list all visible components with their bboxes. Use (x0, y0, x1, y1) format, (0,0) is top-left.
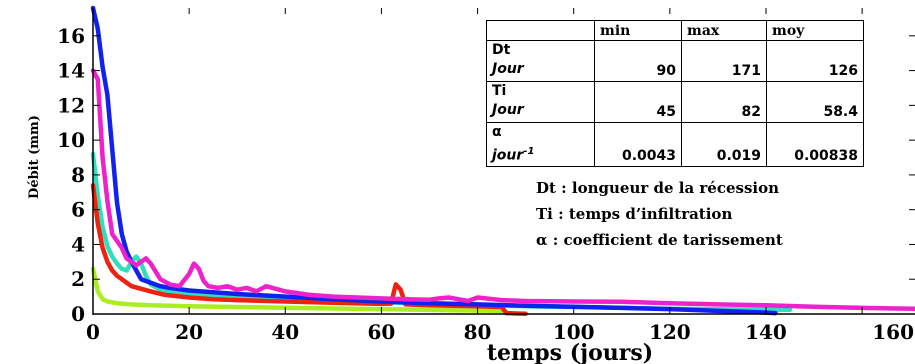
series-line-5 (90, 68, 915, 312)
x-tick-label: 40 (271, 320, 299, 344)
cell-value: 126 (766, 40, 864, 82)
x-tick-label: 60 (367, 320, 395, 344)
row-label: Dt Jour (486, 40, 595, 82)
cell-value: 90 (594, 40, 682, 82)
header-min: min (594, 20, 682, 41)
table-row-alpha: α jour-1 0.0043 0.019 0.00838 (486, 122, 864, 167)
x-tick-label: 20 (175, 320, 203, 344)
row-label-unit: jour-1 (492, 142, 589, 166)
table-row-ti: Ti Jour 45 82 58.4 (486, 81, 864, 123)
plot-frame (92, 8, 915, 315)
y-tick-label: 4 (71, 232, 85, 256)
row-label-unit-text: jour (492, 147, 524, 164)
x-tick-label: 120 (649, 320, 691, 344)
y-axis-title: Débit (mm) (27, 115, 42, 199)
header-moy: moy (766, 20, 864, 41)
y-tick-label: 10 (57, 128, 85, 152)
cell-value: 58.4 (766, 81, 864, 123)
x-tick-label: 160 (872, 320, 914, 344)
y-tick-label: 16 (57, 24, 85, 48)
y-tick-label: 0 (71, 302, 85, 326)
y-tick-label: 14 (57, 59, 85, 83)
series-lines (90, 5, 915, 316)
table-header-row: min max moy (486, 20, 864, 41)
table-row-dt: Dt Jour 90 171 126 (486, 40, 864, 82)
note-dt: Dt : longueur de la récession (536, 179, 779, 197)
cell-value: 0.019 (681, 122, 767, 167)
row-label-name: α (492, 124, 502, 140)
cell-value: 0.00838 (766, 122, 864, 167)
table-corner (486, 20, 595, 41)
row-label-unit: Jour (492, 102, 524, 118)
cell-value: 0.0043 (594, 122, 682, 167)
x-axis-ticks: 0 20 40 60 80 100 120 140 160 (86, 8, 914, 344)
cell-value: 171 (681, 40, 767, 82)
stats-table: min max moy Dt Jour 90 171 126 Ti Jour 4… (486, 20, 864, 167)
y-tick-label: 12 (57, 93, 85, 117)
note-alpha: α : coefficient de tarissement (536, 231, 783, 249)
x-axis-title: temps (jours) (487, 340, 653, 364)
cell-value: 82 (681, 81, 767, 123)
y-tick-label: 8 (71, 163, 85, 187)
note-ti: Ti : temps d’infiltration (536, 205, 732, 223)
row-label-unit-exponent: -1 (523, 146, 535, 157)
y-tick-label: 2 (71, 267, 85, 291)
x-tick-label: 140 (745, 320, 787, 344)
legend-notes: Dt : longueur de la récession Ti : temps… (536, 179, 783, 249)
x-tick-label: 100 (553, 320, 595, 344)
series-line-4 (90, 5, 778, 316)
header-max: max (681, 20, 767, 41)
cell-value: 45 (594, 81, 682, 123)
row-label: Ti Jour (486, 81, 595, 123)
x-tick-label: 80 (464, 320, 492, 344)
row-label-name: Ti (492, 83, 507, 99)
row-label-name: Dt (492, 42, 511, 58)
y-tick-label: 6 (71, 198, 85, 222)
row-label-unit: Jour (492, 61, 524, 77)
x-tick-label: 0 (86, 320, 100, 344)
y-axis-ticks: 0 2 4 6 8 10 12 14 16 (57, 24, 915, 326)
row-label: α jour-1 (486, 122, 595, 167)
